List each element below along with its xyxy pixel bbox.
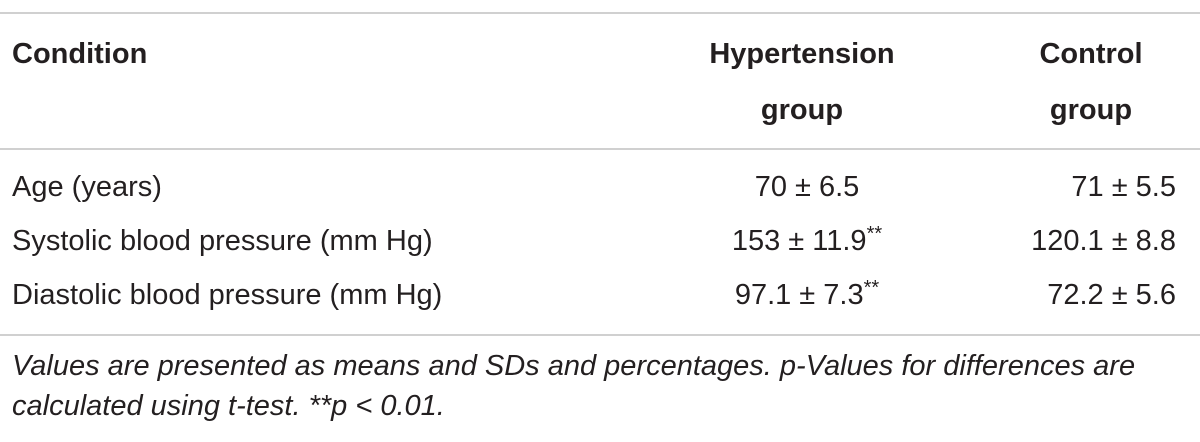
cell-value: 70 ± 6.5 xyxy=(754,171,860,203)
column-header: Hypertension group xyxy=(709,38,895,126)
significance-mark: ** xyxy=(866,223,883,245)
cell: 120.1 ± 8.8 xyxy=(1031,225,1176,257)
table-row: Systolic blood pressure (mm Hg) 153 ± 11.… xyxy=(0,214,1200,268)
footnote: Values are presented as means and SDs an… xyxy=(12,350,1136,422)
data-table: Condition Hypertension group Control gro… xyxy=(0,12,1200,336)
row-label: Systolic blood pressure (mm Hg) xyxy=(12,225,433,257)
column-header: Control group xyxy=(1039,38,1143,126)
cell: 70 ± 6.5 xyxy=(612,149,962,214)
table-body: Age (years) 70 ± 6.5 71 ± 5.5 Systolic bloo… xyxy=(0,149,1200,335)
significance-mark: ** xyxy=(863,277,880,299)
table-row: Diastolic blood pressure (mm Hg) 97.1 ± 7… xyxy=(0,268,1200,335)
cell-value: 153 ± 11.9 xyxy=(731,225,867,257)
cell: 97.1 ± 7.3** xyxy=(612,268,962,335)
table-row: Age (years) 70 ± 6.5 71 ± 5.5 xyxy=(0,149,1200,214)
header-row: Condition Hypertension group Control gro… xyxy=(0,13,1200,149)
row-label: Diastolic blood pressure (mm Hg) xyxy=(12,279,443,311)
cell: 153 ± 11.9** xyxy=(612,214,962,268)
cell: 72.2 ± 5.6 xyxy=(1047,279,1176,311)
column-header: Condition xyxy=(12,38,148,70)
cell: 71 ± 5.5 xyxy=(1071,171,1176,203)
cell-value: 97.1 ± 7.3 xyxy=(734,279,864,311)
row-label: Age (years) xyxy=(12,171,162,203)
